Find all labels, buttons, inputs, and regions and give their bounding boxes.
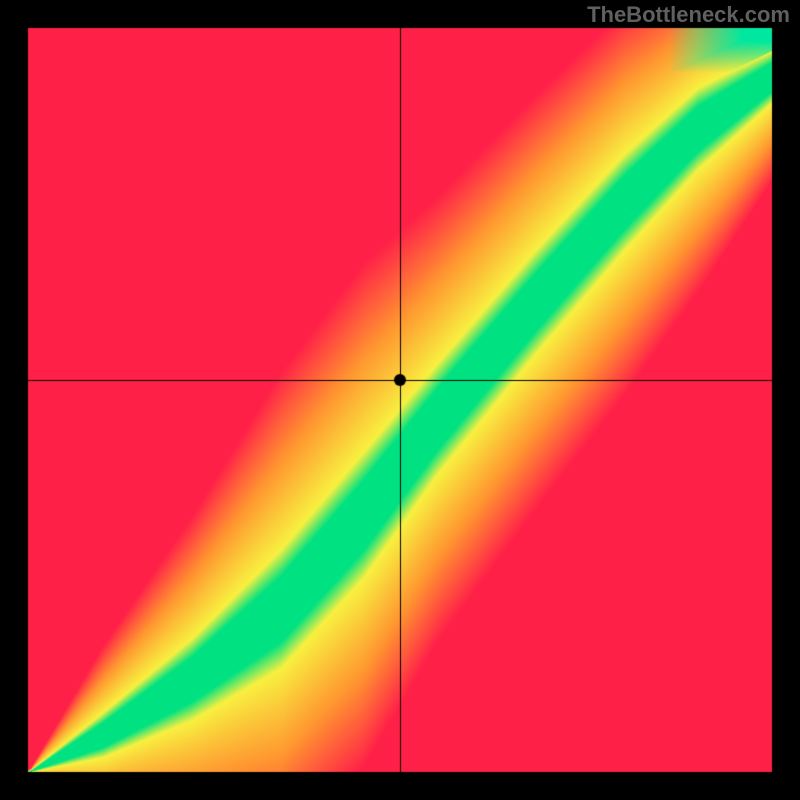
heatmap-canvas [0,0,800,800]
chart-container: TheBottleneck.com [0,0,800,800]
watermark-text: TheBottleneck.com [587,2,790,28]
